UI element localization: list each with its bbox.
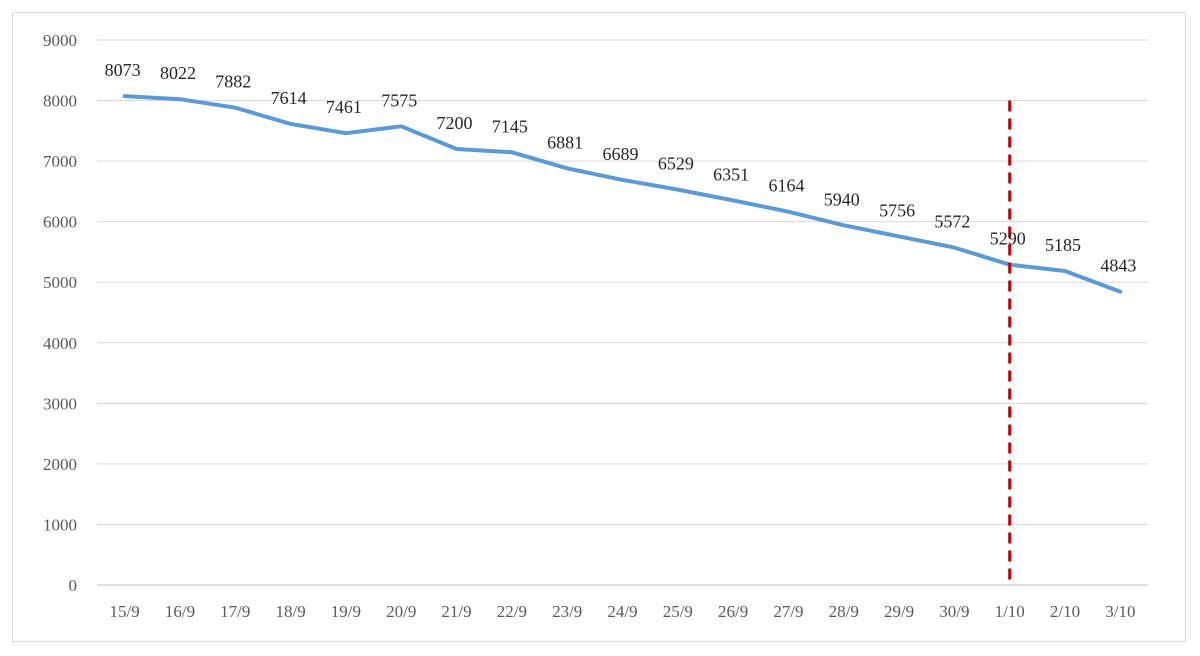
x-tick-label: 30/9 xyxy=(939,602,969,621)
data-labels: 8073 8022 7882 7614 7461 7575 7200 7145 6881 6689… xyxy=(105,60,1137,276)
x-tick-label: 1/10 xyxy=(995,602,1025,621)
data-label-28/9: 5940 xyxy=(824,189,860,209)
x-tick-label: 28/9 xyxy=(829,602,859,621)
x-tick-label: 16/9 xyxy=(165,602,195,621)
data-point-26/9 xyxy=(731,198,735,202)
x-tick-label: 18/9 xyxy=(275,602,305,621)
data-point-25/9 xyxy=(676,188,680,192)
data-point-2/10 xyxy=(1063,269,1067,273)
data-label-2/10: 5185 xyxy=(1045,235,1081,255)
data-label-19/9: 7461 xyxy=(326,97,362,117)
x-tick-label: 27/9 xyxy=(773,602,803,621)
x-tick-label: 21/9 xyxy=(441,602,471,621)
data-point-3/10 xyxy=(1118,290,1122,294)
data-point-20/9 xyxy=(399,124,403,128)
gridlines xyxy=(97,39,1148,586)
data-point-22/9 xyxy=(510,150,514,154)
data-label-23/9: 6881 xyxy=(547,132,583,152)
x-tick-label: 22/9 xyxy=(497,602,527,621)
data-label-21/9: 7200 xyxy=(437,113,473,133)
data-point-21/9 xyxy=(455,147,459,151)
data-label-27/9: 6164 xyxy=(768,176,804,196)
y-tick-label: 6000 xyxy=(43,213,77,232)
data-label-25/9: 6529 xyxy=(658,154,694,174)
y-tick-label: 1000 xyxy=(43,515,77,534)
data-label-26/9: 6351 xyxy=(713,164,749,184)
data-label-17/9: 7882 xyxy=(215,72,251,92)
y-tick-label: 2000 xyxy=(43,455,77,474)
x-tick-label: 3/10 xyxy=(1105,602,1135,621)
data-label-15/9: 8073 xyxy=(105,60,141,80)
data-point-29/9 xyxy=(897,234,901,238)
data-label-24/9: 6689 xyxy=(603,144,639,164)
data-label-20/9: 7575 xyxy=(381,90,417,110)
x-tick-label: 26/9 xyxy=(718,602,748,621)
data-point-28/9 xyxy=(842,223,846,227)
data-label-1/10: 5290 xyxy=(990,229,1026,249)
data-point-23/9 xyxy=(565,166,569,170)
x-tick-label: 15/9 xyxy=(110,602,140,621)
y-tick-label: 3000 xyxy=(43,394,77,413)
chart-frame xyxy=(12,12,1186,642)
data-point-16/9 xyxy=(178,97,182,101)
data-point-18/9 xyxy=(289,122,293,126)
data-point-15/9 xyxy=(123,94,127,98)
y-tick-label: 8000 xyxy=(43,92,77,111)
data-label-30/9: 5572 xyxy=(934,212,970,232)
x-tick-label: 17/9 xyxy=(220,602,250,621)
series-line xyxy=(122,94,1123,294)
y-tick-label: 0 xyxy=(69,576,78,595)
x-tick-label: 2/10 xyxy=(1050,602,1080,621)
data-label-3/10: 4843 xyxy=(1100,256,1136,276)
data-label-29/9: 5756 xyxy=(879,200,915,220)
data-label-16/9: 8022 xyxy=(160,63,196,83)
data-point-19/9 xyxy=(344,131,348,135)
x-tick-label: 24/9 xyxy=(607,602,637,621)
data-label-18/9: 7614 xyxy=(271,88,307,108)
data-point-30/9 xyxy=(952,246,956,250)
series-group xyxy=(122,94,1123,294)
x-tick-label: 19/9 xyxy=(331,602,361,621)
data-point-24/9 xyxy=(621,178,625,182)
x-tick-label: 25/9 xyxy=(663,602,693,621)
x-tick-label: 29/9 xyxy=(884,602,914,621)
y-tick-label: 4000 xyxy=(43,334,77,353)
x-tick-label: 20/9 xyxy=(386,602,416,621)
x-tick-label: 23/9 xyxy=(552,602,582,621)
data-label-22/9: 7145 xyxy=(492,116,528,136)
data-point-27/9 xyxy=(786,210,790,214)
x-axis-ticks: 15/9 16/9 17/9 18/9 19/9 20/9 21/9 22/9 23/9 24/9… xyxy=(110,602,1136,621)
data-point-17/9 xyxy=(233,106,237,110)
y-tick-label: 5000 xyxy=(43,273,77,292)
y-tick-label: 7000 xyxy=(43,152,77,171)
y-axis-ticks: 0 1000 2000 3000 4000 5000 6000 7000 8000 9000 xyxy=(43,31,77,595)
y-tick-label: 9000 xyxy=(43,31,77,50)
